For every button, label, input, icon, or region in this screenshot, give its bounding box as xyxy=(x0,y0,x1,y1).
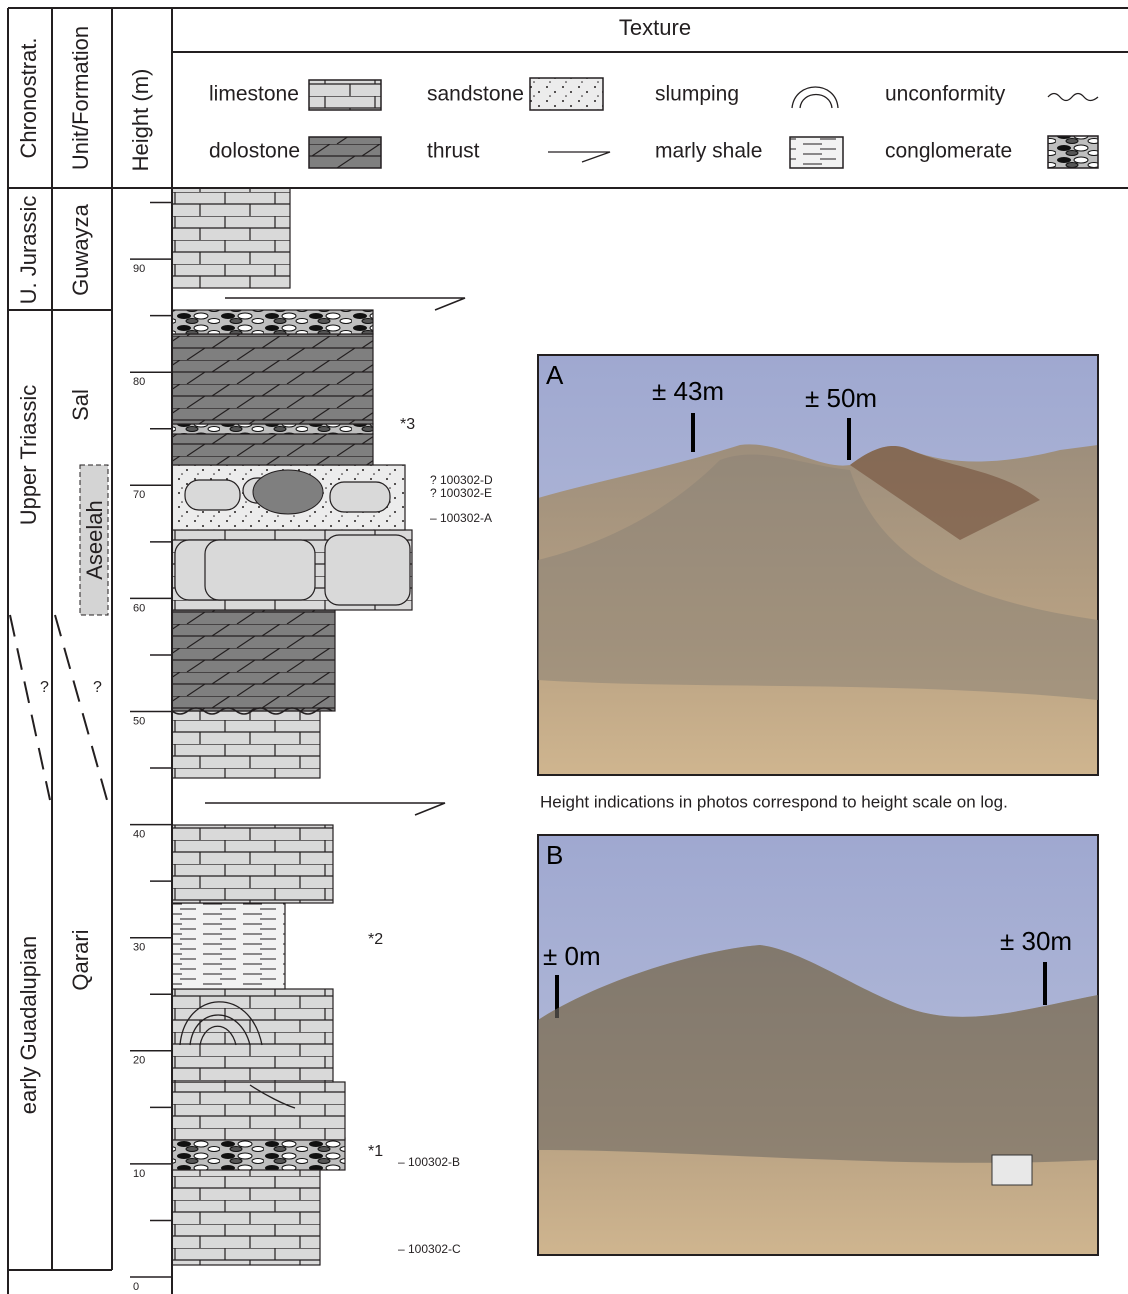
clast xyxy=(185,480,240,510)
height-tick-label: 80 xyxy=(133,376,145,388)
log-layer xyxy=(172,989,333,1082)
photo-vehicle xyxy=(992,1155,1032,1185)
log-annotation: *1 xyxy=(368,1143,383,1160)
clast xyxy=(325,535,410,605)
chrono-label: U. Jurassic xyxy=(16,196,41,305)
uncertain-mark: ? xyxy=(93,679,102,696)
height-tick-label: 30 xyxy=(133,942,145,954)
height-tick-label: 20 xyxy=(133,1055,145,1067)
header-unit: Unit/Formation xyxy=(68,26,93,170)
log-layer xyxy=(172,610,335,711)
clast xyxy=(205,540,315,600)
photo-label: B xyxy=(546,840,563,870)
header-texture: Texture xyxy=(619,15,691,40)
height-tick-label: 10 xyxy=(133,1168,145,1180)
legend-label: dolostone xyxy=(209,140,300,163)
sample-label: – 100302-A xyxy=(430,511,492,525)
log-layer xyxy=(172,1138,345,1170)
sample-label: ? 100302-D xyxy=(430,473,493,487)
boundary-uncertain xyxy=(10,615,107,800)
photo-label: A xyxy=(546,360,564,390)
photo-marker-label: ± 43m xyxy=(652,376,724,406)
legend-label: marly shale xyxy=(655,140,762,163)
legend-symbol xyxy=(790,137,843,168)
photo-caption: Height indications in photos correspond … xyxy=(540,792,1008,811)
height-tick-label: 60 xyxy=(133,602,145,614)
legend-label: limestone xyxy=(209,83,299,106)
legend-label: unconformity xyxy=(885,83,1006,106)
legend-label: slumping xyxy=(655,83,739,106)
legend-symbol xyxy=(309,137,381,168)
height-tick-label: 90 xyxy=(133,263,145,275)
chrono-label: early Guadalupian xyxy=(16,936,41,1115)
log-layer xyxy=(172,310,373,334)
header-chronostrat: Chronostrat. xyxy=(16,37,41,158)
unit-label: Guwayza xyxy=(68,203,93,295)
log-layer xyxy=(172,424,373,434)
page: Chronostrat. Unit/Formation Height (m) Text… xyxy=(0,0,1128,1294)
sample-label: – 100302-B xyxy=(398,1155,460,1169)
sample-label: – 100302-C xyxy=(398,1242,461,1256)
legend-symbol xyxy=(530,78,603,110)
unit-label: Aseelah xyxy=(82,500,107,580)
header-height: Height (m) xyxy=(128,69,153,172)
chrono-label: Upper Triassic xyxy=(16,385,41,526)
legend-label: thrust xyxy=(427,140,480,163)
photo-marker-label: ± 50m xyxy=(805,383,877,413)
legend-label: conglomerate xyxy=(885,140,1012,163)
clast xyxy=(330,482,390,512)
height-tick-label: 50 xyxy=(133,715,145,727)
photo-marker-label: ± 30m xyxy=(1000,926,1072,956)
legend-symbol xyxy=(792,87,838,108)
height-tick-label: 70 xyxy=(133,489,145,501)
log-layer xyxy=(172,434,373,465)
legend-symbol xyxy=(309,80,381,110)
sample-label: ? 100302-E xyxy=(430,486,492,500)
clast xyxy=(253,470,323,514)
unit-label: Qarari xyxy=(68,929,93,990)
legend-symbol xyxy=(548,152,610,162)
log-layer xyxy=(172,903,285,989)
log-layer xyxy=(172,825,333,903)
uncertain-mark: ? xyxy=(40,679,49,696)
legend-symbol xyxy=(1048,94,1098,101)
photo-marker-label: ± 0m xyxy=(543,941,601,971)
log-annotation: *2 xyxy=(368,931,383,948)
height-tick-label: 40 xyxy=(133,829,145,841)
height-tick-label: 0 xyxy=(133,1281,139,1293)
log-annotation: *3 xyxy=(400,416,415,433)
log-layer xyxy=(172,711,320,778)
legend-label: sandstone xyxy=(427,83,524,106)
log-layer xyxy=(172,334,373,424)
log-layer xyxy=(172,188,290,288)
legend-symbol xyxy=(1048,136,1098,168)
unit-label: Sal xyxy=(68,389,93,421)
